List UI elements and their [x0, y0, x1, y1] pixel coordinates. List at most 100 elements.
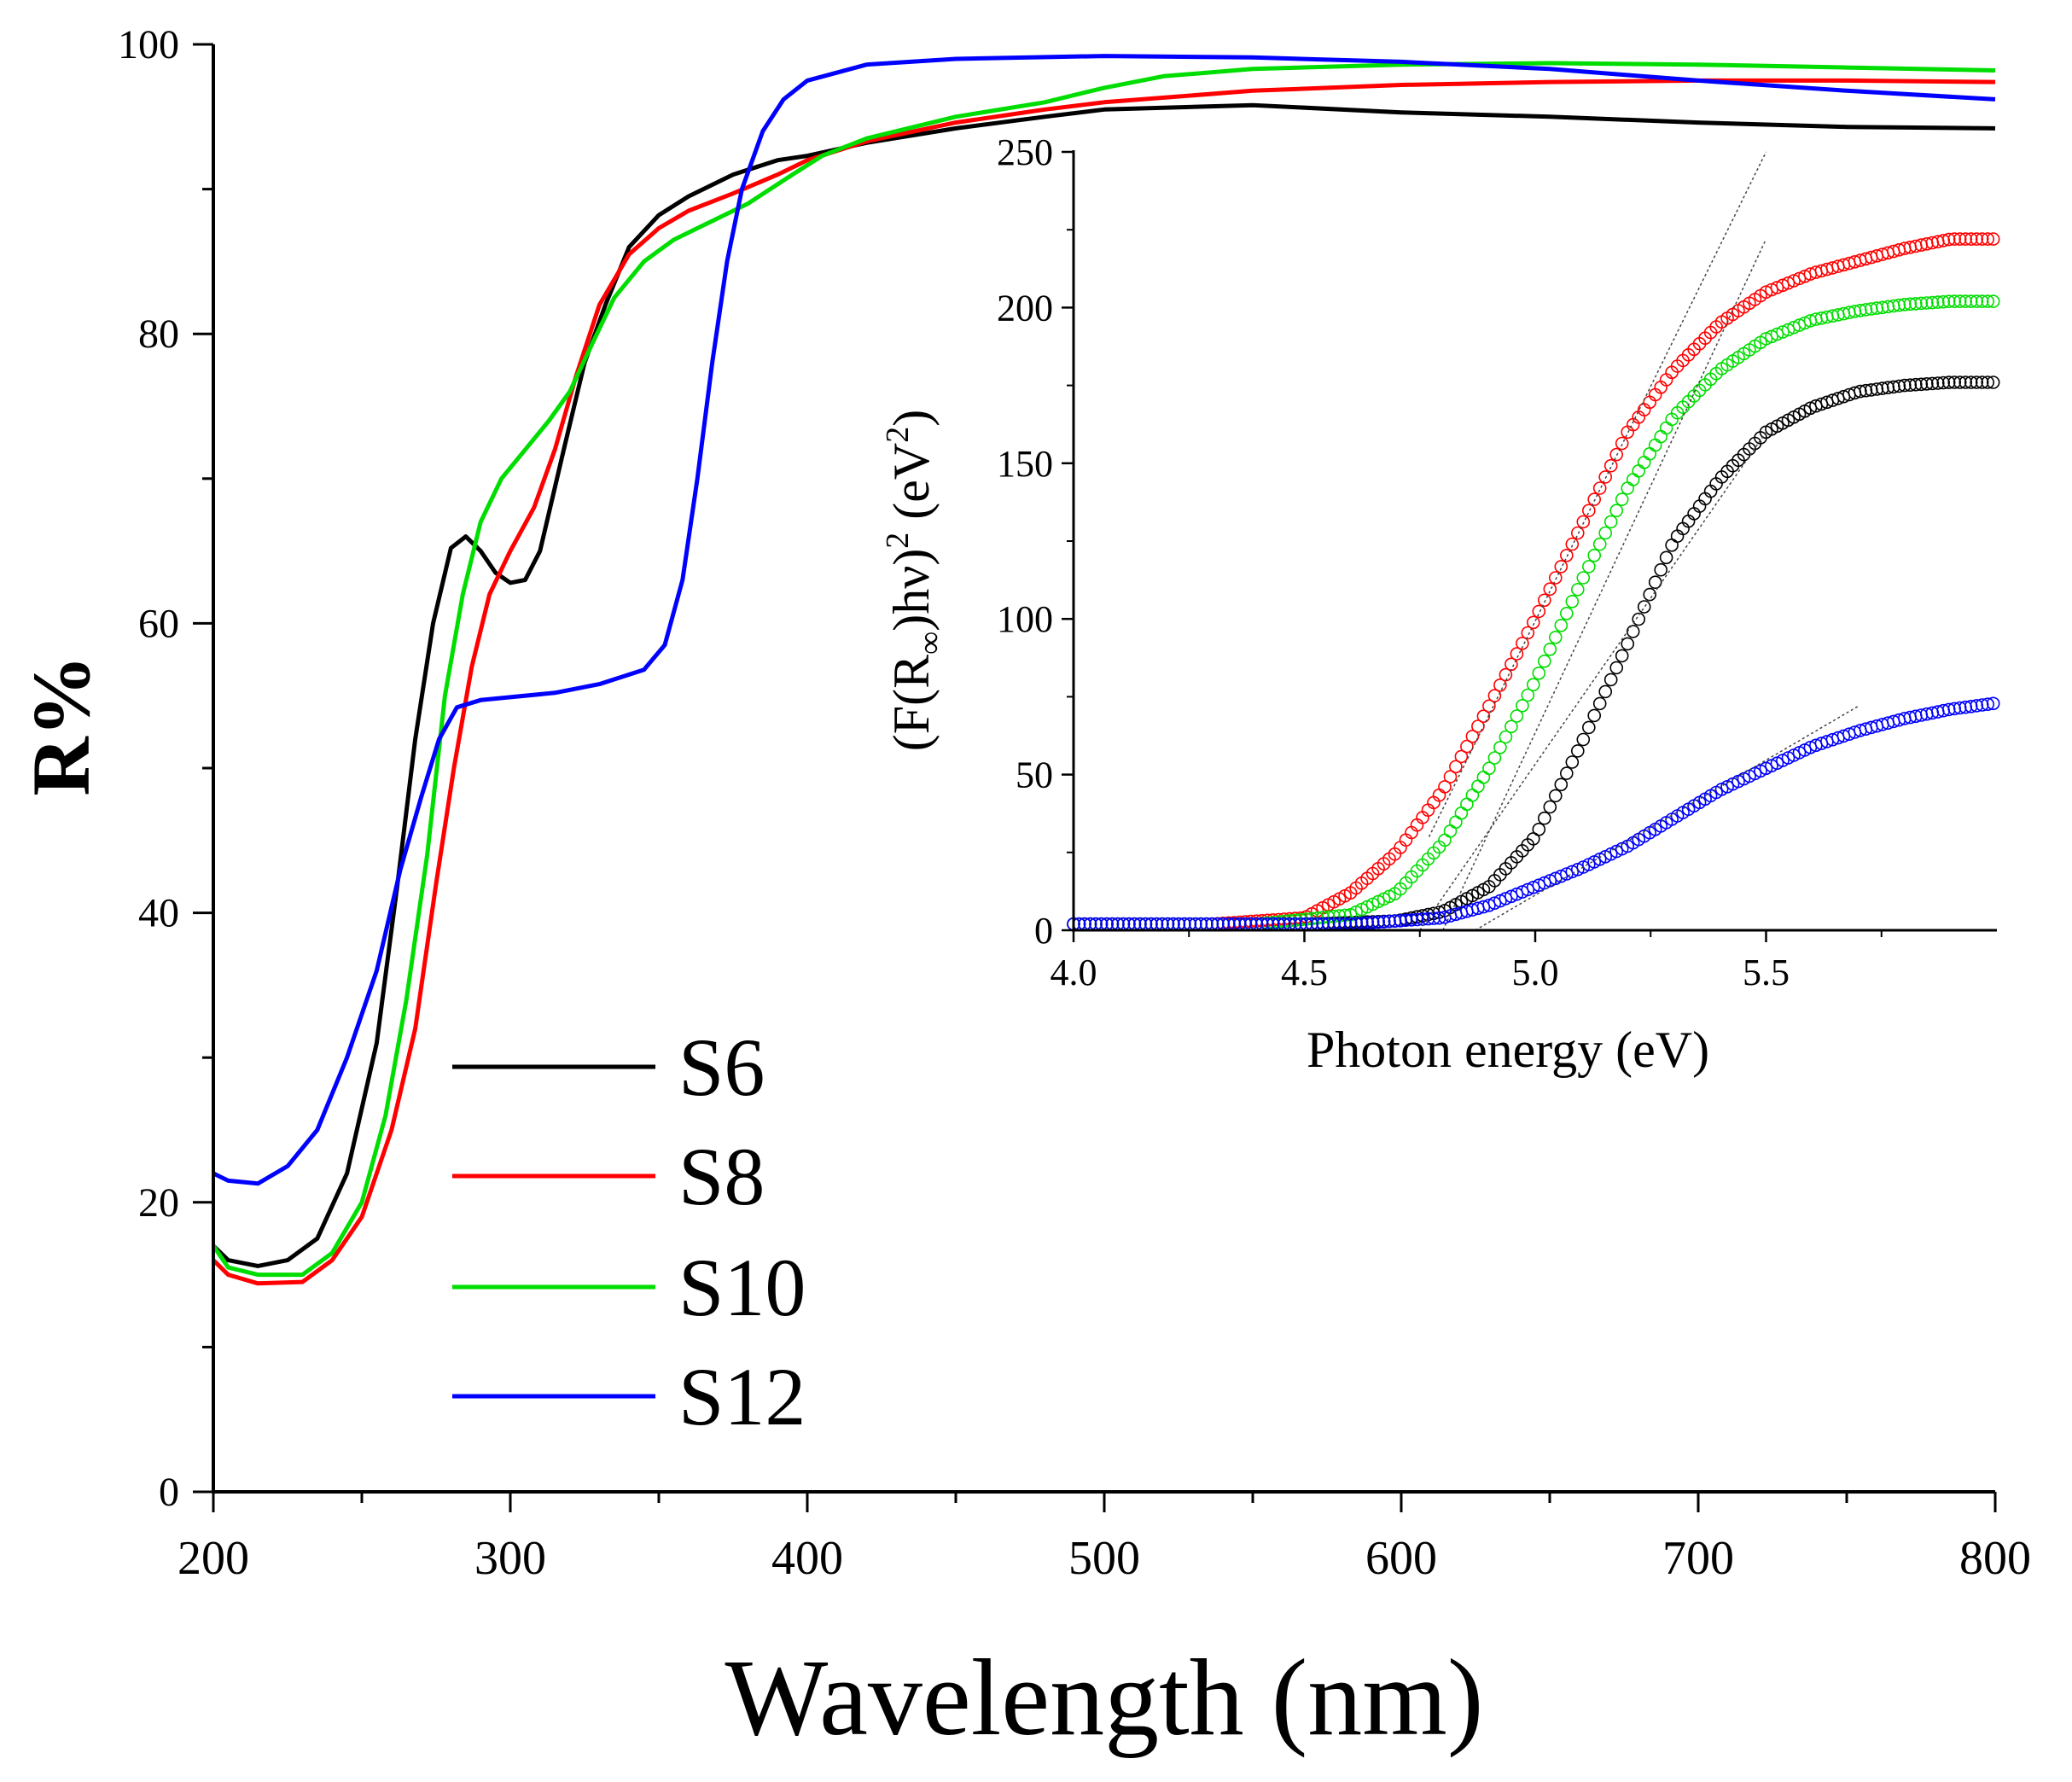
inset-data-point: [1532, 604, 1546, 619]
legend-label-s10: S10: [678, 1242, 806, 1333]
inset-data-point: [1576, 515, 1591, 529]
inset-data-point: [1582, 560, 1596, 574]
inset-data-point: [1527, 678, 1540, 692]
inset-data-point: [1427, 911, 1441, 925]
inset-data-point: [1947, 376, 1961, 389]
inset-data-point: [1532, 878, 1546, 892]
main-y-tick-label: 60: [138, 601, 179, 646]
inset-data-point: [1365, 916, 1380, 929]
inset-data-point: [1516, 698, 1529, 713]
inset-data-point: [1947, 232, 1961, 246]
main-x-axis-title: Wavelength (nm): [725, 1637, 1484, 1758]
main-series-line-s6: [212, 102, 1996, 1268]
inset-data-point: [1516, 636, 1529, 650]
inset-data-point: [1527, 615, 1540, 630]
inset-data-point: [1986, 294, 2000, 308]
inset-fit-line-s10: [1442, 238, 1767, 931]
inset-data-point: [1981, 376, 1994, 389]
main-x-tick-label: 200: [178, 1532, 249, 1585]
inset-data-point: [1460, 739, 1474, 754]
inset-data-point: [1598, 470, 1612, 484]
inset-data-point: [1493, 740, 1507, 754]
inset-data-point: [1554, 777, 1569, 792]
inset-y-title-subscript: ∞: [912, 632, 948, 655]
inset-data-point: [1941, 376, 1956, 389]
inset-data-point: [1454, 749, 1469, 764]
inset-y-title-superscript: 2: [880, 533, 916, 549]
inset-data-point: [1560, 867, 1574, 881]
inset-y-tick-label: 200: [997, 287, 1053, 329]
inset-data-point: [1476, 709, 1491, 724]
inset-data-point: [1487, 751, 1502, 765]
inset-data-point: [1975, 232, 1989, 246]
inset-data-point: [1549, 789, 1563, 803]
inset-data-point: [1582, 504, 1596, 518]
inset-fit-line-s12: [1475, 705, 1860, 931]
inset-data-point: [1560, 766, 1574, 780]
inset-data-point: [1560, 606, 1574, 620]
main-y-tick-label: 40: [138, 891, 179, 936]
inset-data-point: [1598, 684, 1612, 699]
inset-data-point: [1421, 911, 1435, 926]
inset-data-point: [1648, 575, 1662, 590]
inset-data-point: [1953, 376, 1967, 389]
main-series-group: [211, 54, 1996, 1286]
main-x-tick-label: 800: [1959, 1532, 2031, 1585]
inset-data-point: [1505, 719, 1518, 734]
inset-data-point: [1959, 294, 1972, 308]
main-x-tick-label: 400: [771, 1532, 843, 1585]
inset-data-point: [1898, 297, 1912, 312]
inset-data-point: [1637, 600, 1651, 614]
inset-data-point: [1592, 696, 1607, 711]
inset-data-point: [1609, 447, 1623, 462]
inset-data-point: [1981, 294, 1994, 308]
inset-fit-line-s8: [1428, 151, 1767, 837]
inset-data-point: [1759, 332, 1773, 346]
inset-data-point: [1382, 914, 1396, 929]
inset-data-point: [1532, 822, 1546, 836]
inset-data-point: [1621, 637, 1634, 651]
inset-data-point: [1975, 294, 1989, 308]
main-y-tick-label: 0: [159, 1470, 179, 1515]
inset-data-point: [1538, 654, 1551, 668]
inset-data-point: [1549, 630, 1563, 644]
inset-data-point: [1521, 626, 1535, 640]
inset-x-tick-label: 4.5: [1281, 952, 1328, 993]
inset-data-point: [1499, 730, 1513, 744]
inset-y-tick-label: 150: [997, 443, 1053, 485]
inset-x-tick-label: 5.0: [1512, 952, 1559, 993]
inset-data-point: [1527, 881, 1540, 894]
inset-data-point: [1925, 376, 1940, 391]
inset-data-point: [1493, 678, 1507, 692]
inset-data-point: [1654, 562, 1667, 577]
inset-data-point: [1953, 294, 1967, 308]
inset-data-point: [1465, 729, 1480, 743]
inset-data-point: [1981, 697, 1994, 712]
inset-data-point: [1482, 699, 1496, 713]
inset-data-point: [1565, 537, 1580, 551]
inset-data-point: [1603, 515, 1618, 529]
inset-data-point: [1538, 593, 1551, 608]
inset-data-point: [1487, 689, 1502, 702]
inset-data-point: [1615, 492, 1629, 506]
inset-data-point: [1482, 761, 1496, 776]
inset-data-point: [1521, 882, 1535, 897]
inset-data-point: [1549, 571, 1563, 585]
inset-data-point: [1587, 548, 1601, 562]
inset-data-point: [1936, 376, 1950, 390]
inset-data-point: [1854, 303, 1867, 317]
inset-y-ticks: 0 50 100 150 200 250: [997, 131, 1074, 952]
main-series-line-s10: [211, 61, 1996, 1278]
inset-data-point: [1903, 378, 1918, 393]
inset-data-point: [1449, 760, 1463, 774]
inset-y-tick-label: 50: [1016, 754, 1053, 796]
inset-data-point: [1659, 550, 1673, 565]
inset-data-point: [1925, 295, 1940, 310]
inset-data-point: [1975, 376, 1989, 389]
inset-data-point: [1964, 376, 1978, 389]
inset-y-title-unit-suffix: ): [883, 410, 940, 427]
main-x-tick-label: 500: [1068, 1532, 1140, 1585]
main-y-tick-label: 20: [138, 1180, 179, 1226]
